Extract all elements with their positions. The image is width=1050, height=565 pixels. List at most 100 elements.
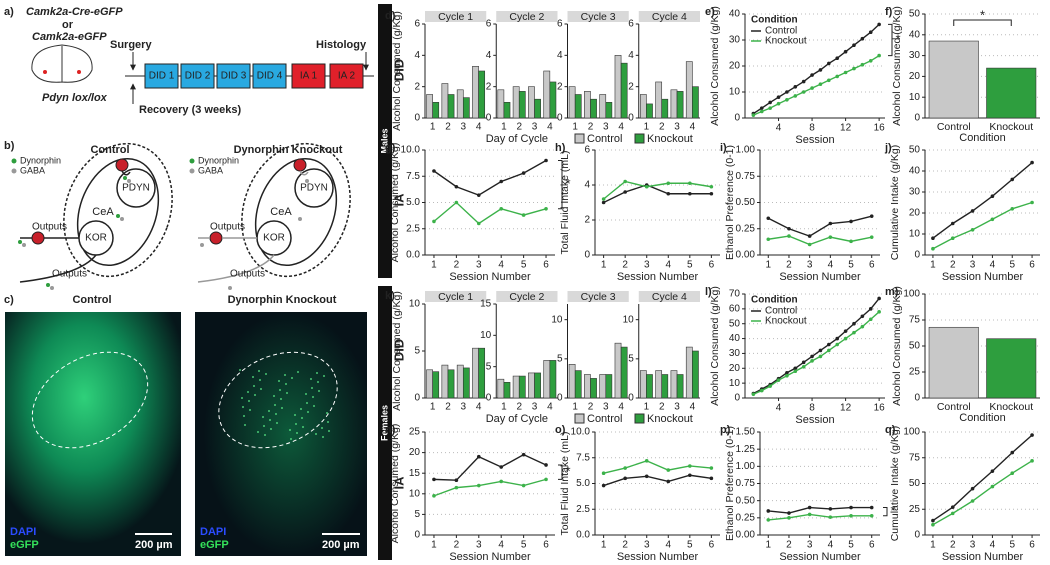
y-tick-label: 6 [486, 19, 492, 30]
point [476, 454, 481, 459]
y-tick-label: 50 [729, 318, 741, 329]
legend-label: Knockout [647, 413, 693, 425]
axis [759, 432, 880, 536]
cell [323, 375, 325, 377]
point [787, 511, 791, 515]
y-axis-title: Cumulative Intake (g/Kg) [889, 426, 901, 542]
point [521, 452, 526, 457]
facet-title: Cycle 3 [581, 291, 616, 303]
x-tick-label: 4 [476, 122, 482, 133]
bar [426, 369, 433, 399]
cell [270, 428, 272, 430]
point [849, 239, 853, 244]
annotation: * [895, 31, 900, 46]
point [601, 483, 606, 488]
point [828, 515, 833, 519]
y-tick-label: 40 [909, 166, 921, 177]
point [828, 221, 833, 226]
x-tick-label: 6 [869, 260, 875, 271]
y-tick-label: 0 [414, 393, 420, 404]
x-tick-label: 2 [516, 122, 522, 133]
bar [447, 94, 455, 119]
x-tick-label: 5 [521, 260, 527, 271]
image-title: Control [72, 294, 111, 306]
point [476, 193, 481, 197]
brain-icon [31, 44, 93, 83]
line [603, 460, 712, 474]
bar [543, 360, 551, 399]
y-tick-label: 10 [409, 299, 421, 310]
annotation: * [980, 7, 985, 22]
point [623, 476, 627, 481]
panel-c: c) Control Dynorphin Knockout DAPI eGFP … [4, 294, 367, 556]
x-axis-title: Day of Cycle [486, 413, 548, 425]
y-tick-label: 6 [584, 145, 590, 156]
point [476, 483, 481, 488]
x-tick-label: 4 [690, 402, 696, 413]
legend-text: Dynorphin [20, 155, 61, 165]
point [868, 30, 873, 34]
sex-label: Females [379, 405, 389, 441]
y-tick-label: 4 [486, 50, 492, 61]
dynorphin-dot [46, 283, 50, 287]
bar [574, 370, 582, 399]
y-axis-title: Ethanol Preference (0-1) [724, 426, 736, 541]
y-tick-label: 15 [409, 468, 421, 479]
facet-title: Cycle 2 [509, 291, 544, 303]
surgery: Surgery [110, 39, 152, 51]
y-tick-label: 20 [909, 208, 921, 219]
point [709, 466, 714, 470]
cell [307, 411, 309, 413]
facet-strip [496, 291, 558, 302]
bar [478, 70, 486, 119]
point [709, 191, 714, 196]
point [828, 507, 833, 511]
line [768, 513, 872, 521]
y-tick-label: 40 [729, 9, 741, 20]
point [818, 82, 823, 86]
timeline-boxes: DID 1 DID 2 DID 3 DID 4 IA 1 IA 2 [144, 63, 364, 89]
facet-strip [567, 291, 629, 302]
x-tick-label: Control [937, 121, 971, 133]
x-tick-label: 3 [476, 540, 482, 551]
x-tick-label: 5 [848, 540, 854, 551]
point [868, 317, 873, 322]
y-tick-label: 0 [628, 393, 634, 404]
y-tick-label: 5.0 [576, 478, 590, 489]
x-tick-label: 2 [454, 260, 460, 271]
point [688, 473, 692, 478]
facet-strip [425, 291, 487, 302]
y-axis-title: Alcohol Consumed (g/Kg) [709, 6, 721, 126]
point [843, 329, 848, 333]
line [753, 298, 880, 395]
panel-a: a) Camk2a-Cre-eGFP or Camk2a-eGFP Pdyn l… [4, 6, 374, 116]
point [521, 171, 526, 175]
point [807, 242, 812, 247]
bar [441, 364, 449, 399]
point [432, 494, 436, 498]
point [990, 194, 995, 198]
point [810, 86, 814, 90]
y-tick-label: 0 [584, 250, 590, 261]
point [849, 505, 853, 510]
session-box [180, 63, 215, 89]
y-tick-label: 2.5 [406, 223, 420, 234]
x-tick-label: 4 [476, 402, 482, 413]
bar [614, 342, 622, 399]
recovery: Recovery (3 weeks) [139, 104, 241, 116]
bar [447, 369, 455, 399]
bar [692, 350, 699, 399]
cell [285, 383, 287, 385]
x-axis-title: Session [795, 134, 834, 146]
x-tick-label: 6 [543, 540, 549, 551]
point [818, 348, 823, 353]
x-tick-label: 5 [1009, 260, 1015, 271]
cell [260, 388, 262, 390]
axis [424, 150, 555, 256]
y-tick-label: 0.50 [736, 197, 756, 208]
bar [534, 372, 541, 399]
cell [244, 424, 246, 426]
cell [306, 402, 308, 404]
bar [590, 378, 597, 399]
x-tick-label: 3 [461, 402, 467, 413]
